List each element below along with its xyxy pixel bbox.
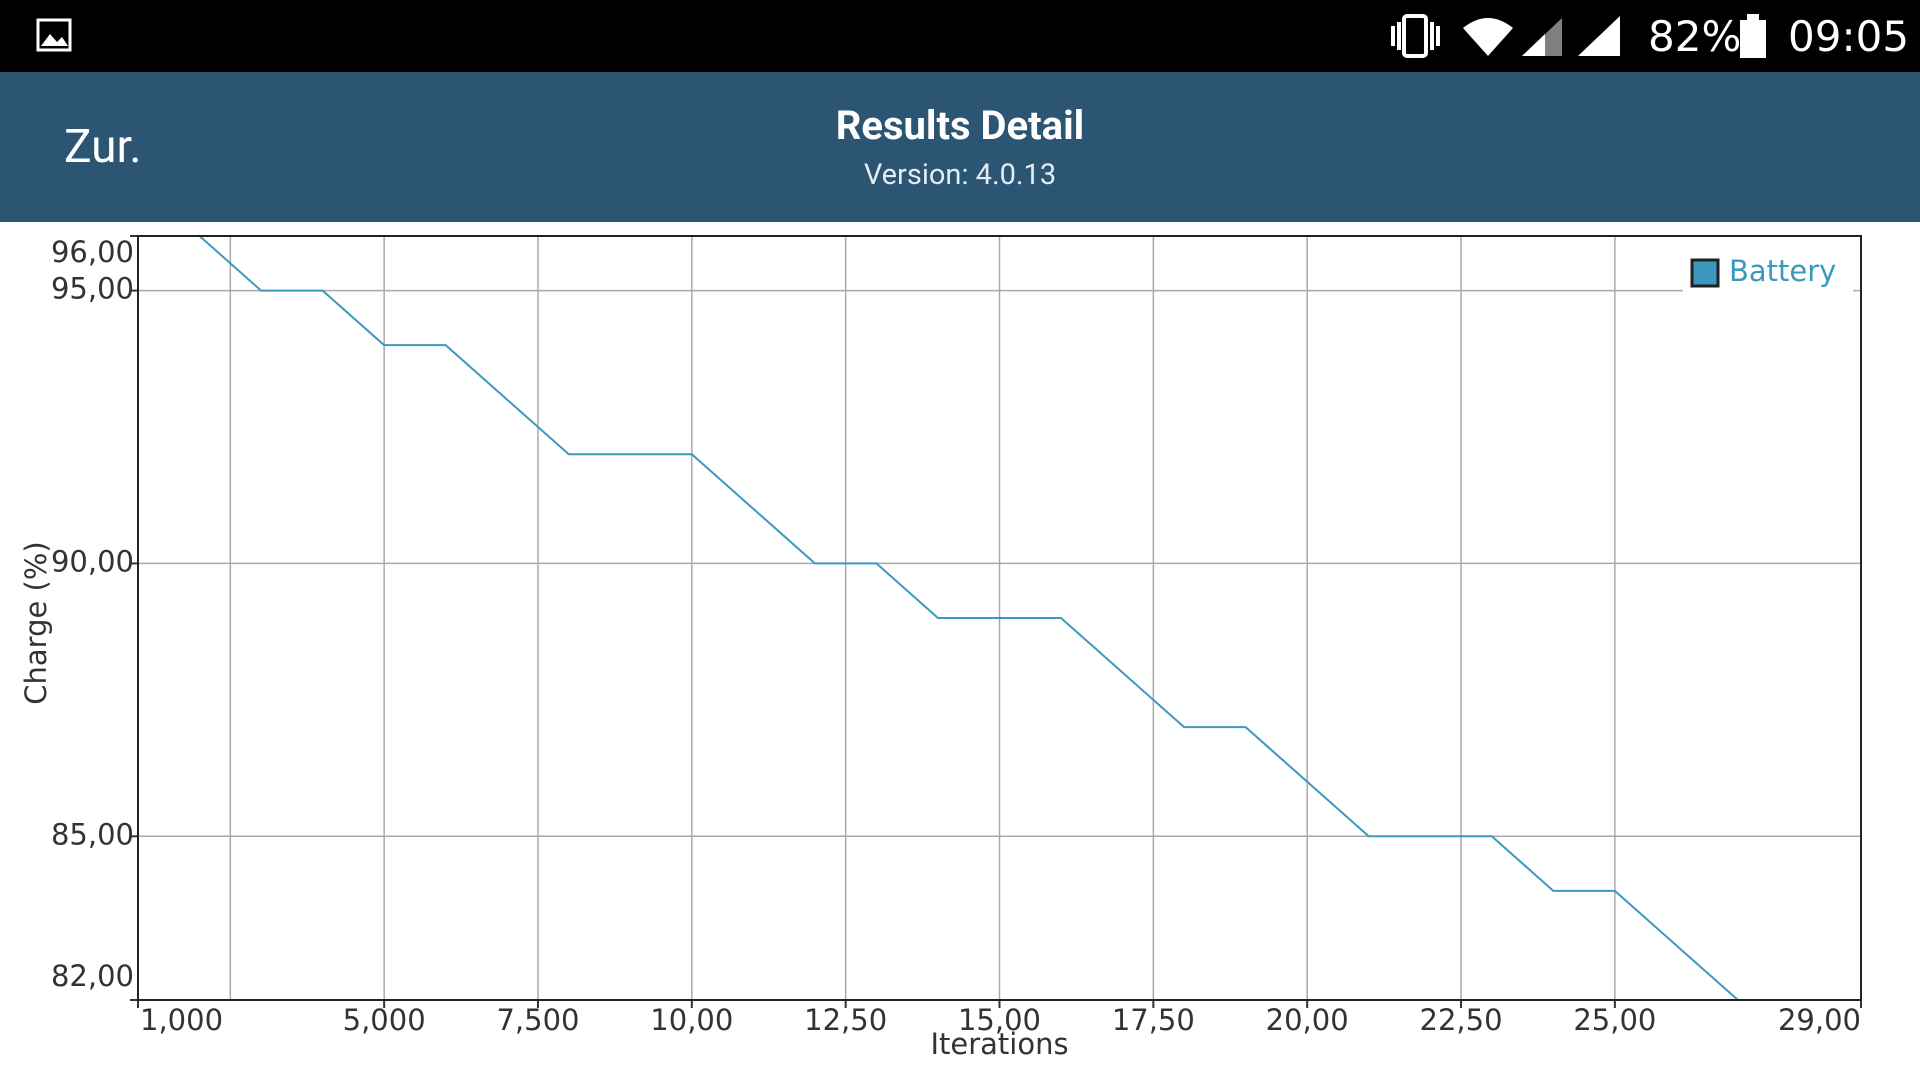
battery-level: 82%	[1648, 12, 1742, 61]
x-tick-label: 5,000	[343, 1003, 426, 1037]
x-tick-label: 7,500	[496, 1003, 579, 1037]
legend-background	[1683, 248, 1853, 298]
clock: 09:05	[1788, 12, 1910, 61]
x-tick-label: 22,50	[1420, 1003, 1503, 1037]
back-button[interactable]: Zur.	[64, 120, 142, 174]
x-tick-label: 12,50	[804, 1003, 887, 1037]
data-line	[138, 235, 1861, 1001]
status-bar: 82% 09:05	[0, 0, 1920, 72]
x-tick-label: 20,00	[1266, 1003, 1349, 1037]
legend: Battery	[1683, 248, 1853, 298]
y-tick-label: 95,00	[51, 272, 134, 306]
x-tick-label: 15,00	[958, 1003, 1041, 1037]
x-tick-label: 1,000	[140, 1003, 223, 1037]
status-icons	[36, 14, 1766, 58]
legend-swatch	[1690, 258, 1720, 288]
header-subtitle: Version: 4.0.13	[863, 158, 1057, 192]
x-tick-label: 10,00	[650, 1003, 733, 1037]
x-tick-label: 17,50	[1112, 1003, 1195, 1037]
x-tick-label: 25,00	[1573, 1003, 1656, 1037]
y-tick-label: 85,00	[51, 817, 134, 851]
y-axis-label: Charge (%)	[19, 541, 53, 704]
x-tick-label: 29,00	[1778, 1003, 1861, 1037]
x-axis-label: Iterations	[930, 1027, 1068, 1061]
y-tick-label: 82,00	[51, 959, 134, 993]
legend-label: Battery	[1729, 254, 1836, 288]
header: Zur. Results Detail Version: 4.0.13	[0, 72, 1920, 222]
y-tick-label: 90,00	[51, 544, 134, 578]
y-tick-label: 96,00	[51, 235, 134, 269]
header-title: Results Detail	[835, 102, 1085, 149]
plot-border	[137, 235, 1862, 1001]
